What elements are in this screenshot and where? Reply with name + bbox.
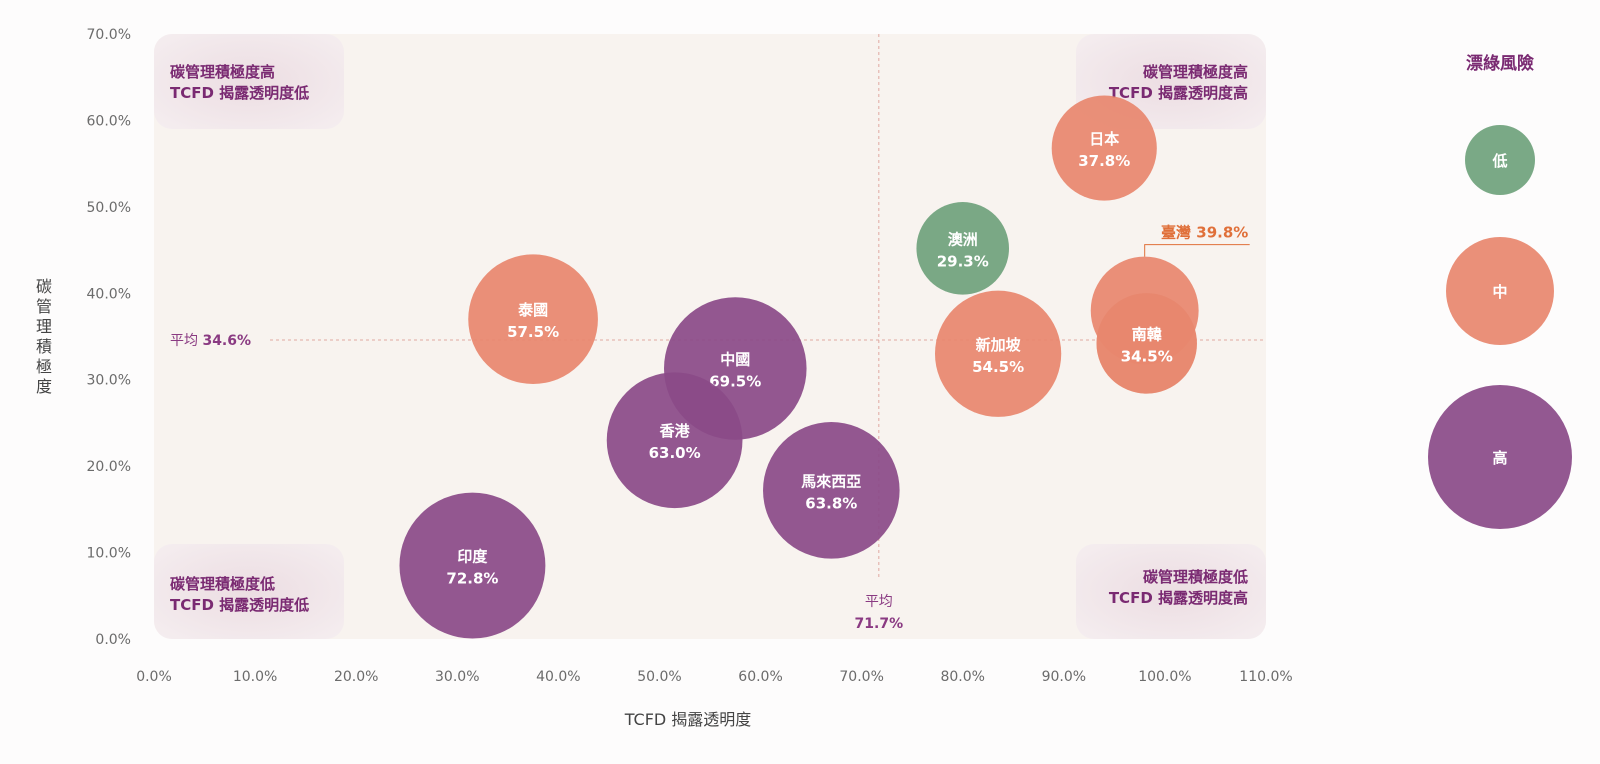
x-tick-label: 80.0% — [940, 669, 984, 685]
bubble-name-label: 印度 — [457, 548, 488, 566]
x-axis-title: TCFD 揭露透明度 — [624, 710, 752, 729]
x-tick-label: 90.0% — [1042, 669, 1086, 685]
bubble-馬來西亞 — [763, 422, 900, 559]
quadrant-shade-bottom-left — [154, 544, 344, 639]
bubble-value-label: 72.8% — [446, 570, 498, 588]
bubble-name-label: 中國 — [720, 350, 750, 368]
y-tick-label: 0.0% — [95, 632, 131, 648]
x-average-label: 平均 — [865, 594, 893, 610]
y-tick-label: 60.0% — [87, 113, 131, 129]
bubble-name-label: 日本 — [1089, 130, 1119, 148]
x-tick-label: 60.0% — [738, 669, 782, 685]
quadrant-label-top-left: 碳管理積極度高 TCFD 揭露透明度低 — [170, 63, 309, 102]
x-tick-label: 50.0% — [637, 669, 681, 685]
quadrant-label-bottom-right: 碳管理積極度低 TCFD 揭露透明度高 — [1109, 568, 1248, 607]
callout-label: 臺灣 39.8% — [1161, 224, 1248, 242]
x-tick-label: 20.0% — [334, 669, 378, 685]
legend-label-low: 低 — [1491, 152, 1507, 170]
bubble-name-label: 馬來西亞 — [801, 472, 861, 490]
x-tick-label: 100.0% — [1138, 669, 1191, 685]
y-average-label: 平均 34.6% — [170, 333, 251, 349]
x-average-value: 71.7% — [855, 616, 904, 632]
bubble-value-label: 54.5% — [972, 358, 1024, 376]
average-labels: 平均 34.6% 平均 71.7% — [170, 333, 903, 632]
y-tick-label: 20.0% — [87, 459, 131, 475]
quadrant-shade-top-left — [154, 34, 344, 129]
bubble-name-label: 泰國 — [517, 301, 548, 319]
bubble-value-label: 34.5% — [1121, 347, 1173, 365]
legend-circle-high — [1428, 385, 1572, 529]
x-tick-label: 0.0% — [136, 669, 172, 685]
risk-legend: 漂綠風險 低中高 — [1428, 53, 1572, 529]
bubble-overlay — [1096, 293, 1197, 394]
legend-label-high: 高 — [1492, 449, 1507, 467]
bubble-泰國 — [468, 254, 598, 385]
bubbles: 日本 37.8% 澳洲 29.3% 臺灣 39.8% 南韓 34.5% 新加坡 54.5% 泰國 5… — [399, 95, 1250, 639]
bubble-value-label: 29.3% — [937, 252, 989, 270]
bubble-日本 — [1051, 95, 1157, 201]
bubble-value-label: 69.5% — [709, 372, 761, 390]
bubble-香港 — [606, 372, 743, 509]
quadrant-shade-bottom-right — [1076, 544, 1266, 639]
x-tick-label: 40.0% — [536, 669, 580, 685]
bubble-新加坡 — [934, 290, 1062, 417]
y-tick-label: 40.0% — [87, 286, 131, 302]
callout-line — [1144, 244, 1250, 257]
legend-label-medium: 中 — [1492, 283, 1507, 301]
legend-circle-low — [1465, 125, 1535, 195]
y-tick-label: 10.0% — [87, 546, 131, 562]
bubble-value-label: 37.8% — [1078, 152, 1130, 170]
bubble-name-label: 南韓 — [1132, 325, 1162, 343]
legend-title: 漂綠風險 — [1466, 53, 1534, 74]
bubble-value-label: 63.8% — [805, 494, 857, 512]
x-tick-label: 30.0% — [435, 669, 479, 685]
quadrant-label-top-right: 碳管理積極度高 TCFD 揭露透明度高 — [1109, 63, 1248, 102]
bubble-value-label: 57.5% — [507, 323, 559, 341]
x-axis-ticks: 0.0% 10.0% 20.0% 30.0% 40.0% 50.0% 60.0% 70.0% 8… — [136, 669, 1292, 685]
y-tick-label: 50.0% — [87, 200, 131, 216]
x-tick-label: 70.0% — [839, 669, 883, 685]
bubble-澳洲 — [916, 202, 1010, 295]
bubble-name-label: 香港 — [660, 422, 691, 440]
y-tick-label: 30.0% — [87, 373, 131, 389]
y-tick-label: 70.0% — [87, 27, 131, 43]
bubble-name-label: 澳洲 — [948, 230, 978, 248]
quadrant-label-bottom-left: 碳管理積極度低 TCFD 揭露透明度低 — [170, 575, 309, 614]
x-tick-label: 10.0% — [233, 669, 277, 685]
bubble-name-label: 新加坡 — [976, 336, 1021, 354]
y-axis-ticks: 0.0% 10.0% 20.0% 30.0% 40.0% 50.0% 60.0% 70.0% — [87, 27, 131, 648]
bubble-印度 — [399, 492, 546, 639]
bubble-value-label: 63.0% — [649, 444, 701, 462]
y-axis-title: 碳管理積極度 — [36, 277, 52, 396]
legend-circle-medium — [1446, 237, 1554, 345]
x-tick-label: 110.0% — [1239, 669, 1292, 685]
